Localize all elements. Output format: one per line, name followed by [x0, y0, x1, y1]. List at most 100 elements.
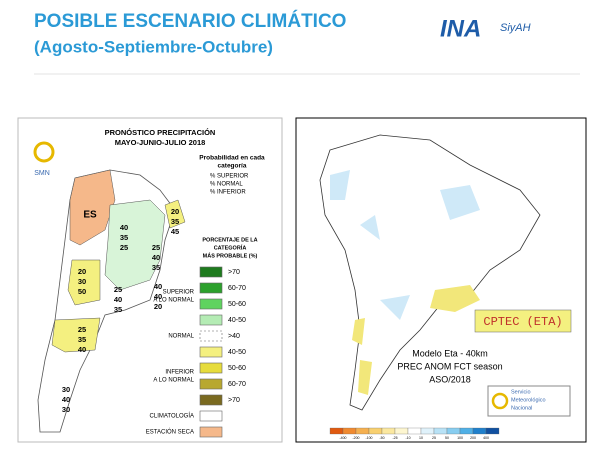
agency: Meteorológico — [511, 397, 546, 403]
colorbar-segment — [407, 427, 422, 435]
probability-value: 30 — [62, 385, 70, 394]
wet-area — [330, 170, 480, 320]
probability-value: 40 — [62, 395, 70, 404]
probability-value: 20 — [154, 302, 162, 311]
probability-value: 30 — [78, 277, 86, 286]
colorbar-segment — [485, 427, 500, 435]
prob-title: Probabilidad en cada — [199, 155, 265, 162]
colorbar-segment — [355, 427, 370, 435]
legend-label: 40-50 — [228, 349, 246, 356]
colorbar-segment — [459, 427, 474, 435]
region-label: ES — [83, 210, 97, 221]
legend-swatch — [199, 314, 223, 326]
probability-value: 40 — [120, 223, 128, 232]
probability-value: 35 — [171, 217, 179, 226]
legend-swatch — [199, 410, 223, 422]
agency: Servicio — [511, 389, 531, 395]
colorbar-tick: -100 — [365, 436, 372, 440]
colorbar-tick: 400 — [483, 436, 489, 440]
legend-title: CATEGORÍA — [214, 243, 247, 251]
caption: ASO/2018 — [429, 374, 471, 384]
probability-value: 40 — [114, 295, 122, 304]
title: POSIBLE ESCENARIO CLIMÁTICO — [34, 10, 346, 32]
colorbar-segment — [342, 427, 357, 435]
smn-icon — [491, 392, 509, 410]
probability-value: 20 — [78, 267, 86, 276]
legend-label: >70 — [228, 397, 240, 404]
colorbar-segment — [472, 427, 487, 435]
legend-group: A LO NORMAL — [153, 298, 194, 304]
upper-region — [104, 199, 166, 291]
legend-swatch — [199, 362, 223, 374]
colorbar-tick: -10 — [405, 436, 410, 440]
probability-value: 35 — [120, 233, 128, 242]
map-period: MAYO-JUNIO-JULIO 2018 — [115, 138, 206, 147]
map-title: PRONÓSTICO PRECIPITACIÓN — [105, 128, 216, 137]
logo-sub: SiyAH — [500, 22, 531, 34]
colorbar-tick: 10 — [419, 436, 423, 440]
probability-value: 35 — [78, 335, 86, 344]
left-map: SMN PRONÓSTICO PRECIPITACIÓN MAYO-JUNIO-… — [33, 128, 265, 438]
prob-line: % INFERIOR — [210, 190, 246, 196]
agency: Nacional — [511, 405, 532, 411]
probability-value: 40 — [154, 292, 162, 301]
legend-group: SUPERIOR — [163, 290, 195, 296]
lower-region — [164, 199, 186, 229]
legend-title: PORCENTAJE DE LA — [202, 237, 257, 243]
legend-swatch — [199, 426, 223, 438]
probability-value: 50 — [78, 287, 86, 296]
legend-title: MÁS PROBABLE (%) — [203, 252, 258, 259]
probability-value: 25 — [152, 243, 160, 252]
legend-group: NORMAL — [168, 334, 194, 340]
probability-value: 40 — [152, 253, 160, 262]
probability-value: 25 — [78, 325, 86, 334]
colorbar-segment — [420, 427, 435, 435]
prob-line: % SUPERIOR — [210, 174, 249, 180]
legend-label: 40-50 — [228, 317, 246, 324]
colorbar-tick: -400 — [339, 436, 346, 440]
legend-swatch — [199, 282, 223, 294]
probability-value: 25 — [120, 243, 128, 252]
model-label-box — [474, 309, 572, 333]
colorbar-segment — [446, 427, 461, 435]
lower-region — [51, 317, 101, 353]
legend-label: 50-60 — [228, 301, 246, 308]
legend-group: CLIMATOLOGÍA — [150, 413, 194, 420]
legend-swatch — [199, 378, 223, 390]
legend-group: INFERIOR — [165, 370, 194, 376]
colorbar-segment — [394, 427, 409, 435]
prob-title: categoría — [218, 163, 247, 170]
probability-value: 35 — [152, 263, 160, 272]
legend-swatch — [199, 298, 223, 310]
legend-group: A LO NORMAL — [153, 378, 194, 384]
caption: PREC ANOM FCT season — [397, 361, 502, 371]
colorbar-tick: 50 — [445, 436, 449, 440]
subtitle: (Agosto-Septiembre-Octubre) — [34, 37, 273, 56]
legend-swatch — [199, 346, 223, 358]
probability-value: 30 — [62, 405, 70, 414]
lower-region — [67, 259, 101, 306]
caption: Modelo Eta - 40km — [412, 348, 488, 358]
legend-label: >70 — [228, 269, 240, 276]
colorbar-segment — [368, 427, 383, 435]
probability-value: 40 — [78, 345, 86, 354]
legend-label: 60-70 — [228, 381, 246, 388]
colorbar-segment — [381, 427, 396, 435]
smn-icon — [33, 141, 55, 163]
legend-swatch — [199, 266, 223, 278]
colorbar-tick: 200 — [470, 436, 476, 440]
dry-area — [352, 285, 480, 395]
colorbar-tick: 100 — [457, 436, 463, 440]
model-label: CPTEC (ETA) — [483, 315, 562, 329]
probability-value: 35 — [114, 305, 122, 314]
colorbar-tick: -200 — [352, 436, 359, 440]
prob-line: % NORMAL — [210, 182, 243, 188]
south-america-outline — [319, 134, 541, 411]
right-map: CPTEC (ETA) Modelo Eta - 40km PREC ANOM … — [319, 134, 572, 440]
colorbar-tick: 25 — [432, 436, 436, 440]
colorbar-tick: -25 — [392, 436, 397, 440]
legend-label: 50-60 — [228, 365, 246, 372]
legend-label: 60-70 — [228, 285, 246, 292]
probability-value: 45 — [171, 227, 179, 236]
